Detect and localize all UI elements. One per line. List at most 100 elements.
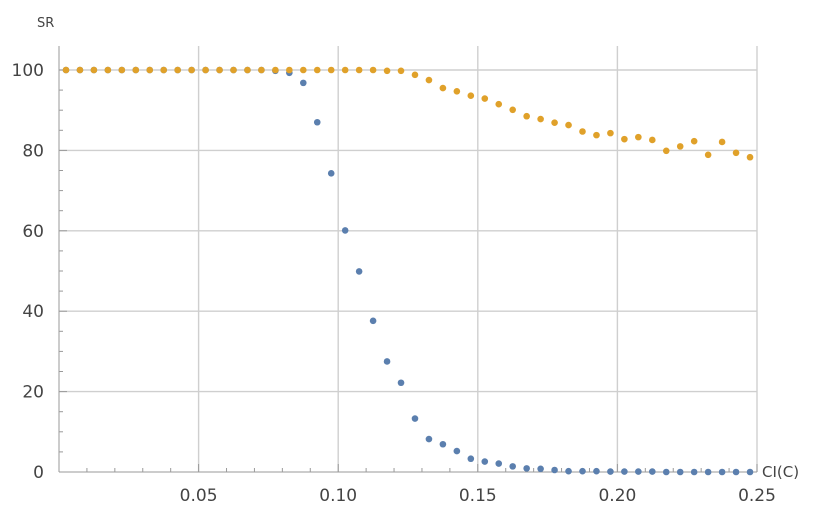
y-tick-label: 20 bbox=[22, 383, 44, 403]
data-point bbox=[174, 66, 181, 74]
data-point bbox=[676, 468, 684, 476]
data-point bbox=[467, 455, 475, 463]
data-point bbox=[593, 131, 600, 139]
data-point bbox=[732, 468, 740, 476]
data-point bbox=[397, 379, 405, 387]
data-point bbox=[355, 66, 363, 74]
data-point bbox=[369, 66, 377, 74]
data-point bbox=[649, 136, 656, 144]
data-point bbox=[704, 468, 712, 476]
data-point bbox=[607, 129, 614, 137]
data-point bbox=[523, 465, 530, 472]
data-point bbox=[579, 128, 586, 135]
data-point bbox=[244, 66, 251, 74]
data-point bbox=[327, 66, 335, 74]
data-point bbox=[690, 137, 698, 145]
x-tick-label: 0.10 bbox=[319, 486, 357, 506]
axes bbox=[58, 46, 758, 473]
data-point bbox=[746, 468, 754, 476]
data-point bbox=[90, 66, 98, 74]
data-point bbox=[565, 121, 572, 129]
data-point bbox=[551, 466, 558, 474]
data-point bbox=[258, 66, 265, 74]
data-point bbox=[690, 468, 698, 476]
x-tick-label: 0.25 bbox=[738, 486, 776, 506]
data-point bbox=[481, 95, 489, 102]
y-tick-label: 80 bbox=[22, 141, 44, 161]
data-point bbox=[146, 66, 154, 74]
y-ticks: 0 20 40 60 80 100 bbox=[12, 61, 44, 483]
data-point bbox=[621, 135, 628, 143]
series-2 bbox=[62, 66, 754, 161]
data-point bbox=[704, 151, 712, 159]
grid bbox=[59, 46, 758, 472]
data-point bbox=[411, 415, 419, 422]
data-point bbox=[649, 468, 656, 475]
x-ticks: 0.05 0.10 0.15 0.20 0.25 bbox=[180, 486, 776, 506]
data-point bbox=[676, 143, 684, 150]
data-point bbox=[300, 79, 307, 87]
data-point bbox=[439, 84, 447, 92]
data-point bbox=[537, 465, 544, 473]
data-point bbox=[313, 118, 321, 126]
data-point bbox=[593, 467, 600, 475]
data-point bbox=[216, 66, 223, 74]
data-point bbox=[607, 468, 614, 475]
y-tick-label: 60 bbox=[22, 222, 44, 242]
data-point bbox=[621, 468, 628, 475]
x-tick-label: 0.05 bbox=[180, 486, 218, 506]
data-point bbox=[453, 88, 461, 95]
data-point bbox=[118, 66, 126, 74]
data-point bbox=[537, 115, 544, 123]
points bbox=[62, 66, 754, 476]
data-point bbox=[313, 66, 321, 74]
data-point bbox=[383, 358, 391, 365]
y-tick-label: 100 bbox=[12, 61, 44, 81]
data-point bbox=[718, 468, 726, 476]
data-point bbox=[523, 112, 530, 120]
data-point bbox=[62, 66, 70, 74]
data-point bbox=[579, 467, 586, 475]
data-point bbox=[104, 66, 112, 74]
data-point bbox=[635, 133, 642, 141]
data-point bbox=[160, 66, 167, 74]
data-point bbox=[341, 227, 349, 234]
data-point bbox=[565, 467, 572, 475]
data-point bbox=[272, 66, 279, 74]
data-point bbox=[467, 92, 475, 100]
data-point bbox=[746, 153, 754, 161]
data-point bbox=[425, 76, 433, 84]
data-point bbox=[355, 268, 363, 275]
data-point bbox=[495, 460, 503, 467]
data-point bbox=[662, 147, 670, 155]
data-point bbox=[76, 66, 84, 74]
series-1 bbox=[62, 66, 754, 476]
data-point bbox=[188, 66, 195, 74]
data-point bbox=[509, 106, 516, 114]
data-point bbox=[509, 463, 516, 470]
data-point bbox=[453, 447, 461, 455]
data-point bbox=[635, 468, 642, 475]
data-point bbox=[481, 458, 489, 465]
data-point bbox=[411, 71, 419, 79]
data-point bbox=[732, 149, 740, 157]
y-tick-label: 0 bbox=[33, 463, 44, 483]
data-point bbox=[383, 67, 391, 75]
y-tick-label: 40 bbox=[22, 302, 44, 322]
data-point bbox=[495, 100, 503, 108]
data-point bbox=[718, 138, 726, 146]
data-point bbox=[439, 440, 447, 448]
data-point bbox=[662, 468, 670, 476]
x-axis-label: CI(C) bbox=[762, 463, 799, 481]
y-axis-label: SR bbox=[37, 16, 54, 31]
data-point bbox=[425, 435, 433, 443]
data-point bbox=[230, 66, 237, 74]
x-tick-label: 0.20 bbox=[598, 486, 636, 506]
data-point bbox=[300, 66, 307, 74]
data-point bbox=[286, 66, 293, 74]
data-point bbox=[341, 66, 349, 74]
data-point bbox=[327, 170, 335, 177]
data-point bbox=[202, 66, 209, 74]
data-point bbox=[369, 317, 377, 325]
